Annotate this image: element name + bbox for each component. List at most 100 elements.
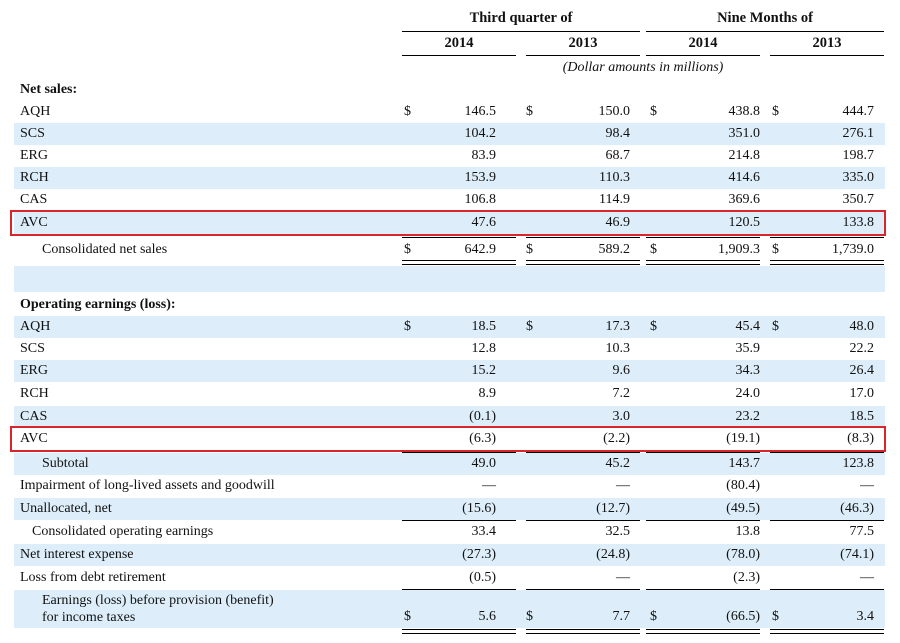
table-row: RCH 153.9 110.3 414.6 335.0 [14,167,885,189]
cell-value: (2.3) [733,570,760,585]
spacer-row [14,266,885,292]
cell-value: 45.2 [605,456,631,471]
cell-value: (66.5) [726,609,760,624]
row-label: ERG [20,148,48,163]
dollar-sign: $ [404,319,411,334]
cell-value: 214.8 [728,148,761,163]
row-label: Impairment of long-lived assets and good… [20,478,275,493]
cell-value: 98.4 [605,126,631,141]
dollar-sign: $ [404,104,411,119]
table-row-highlighted: AVC (6.3) (2.2) (19.1) (8.3) [14,428,885,450]
table-row: SCS 104.2 98.4 351.0 276.1 [14,123,885,145]
cell-value: (6.3) [469,431,496,446]
row-label: Consolidated operating earnings [32,524,214,539]
double-underline [646,629,760,634]
dollar-sign: $ [404,609,411,624]
underline [646,237,760,238]
row-label: Unallocated, net [20,501,112,516]
row-label: SCS [20,126,45,141]
underline [526,237,640,238]
header-rule-2 [646,31,884,32]
cell-value: 68.7 [605,148,631,163]
double-underline [770,260,884,265]
cell-value: (12.7) [596,501,630,516]
cell-value: — [616,478,630,493]
year-rule-4 [770,55,884,56]
underline [770,520,884,521]
cell-value: 350.7 [842,192,875,207]
year-rule-3 [646,55,760,56]
cell-value: 1,739.0 [832,242,874,257]
units-note: (Dollar amounts in millions) [562,60,724,75]
dollar-sign: $ [650,242,657,257]
row-label: RCH [20,386,49,401]
table-row: AQH $ 18.5 $ 17.3 $ 45.4 $ 48.0 [14,316,885,338]
table-row: Loss from debt retirement (0.5) — (2.3) … [14,567,885,589]
cell-value: 18.5 [471,319,497,334]
row-label: Loss from debt retirement [20,570,166,585]
underline [770,237,884,238]
cell-value: 35.9 [735,341,761,356]
cell-value: 9.6 [612,363,631,378]
underline [770,452,884,453]
cell-value: 83.9 [471,148,497,163]
net-sales-heading: Net sales: [20,82,78,97]
cell-value: 120.5 [728,215,761,230]
year-col-1: 2014 [444,35,474,51]
cell-value: 48.0 [849,319,875,334]
table-row: RCH 8.9 7.2 24.0 17.0 [14,383,885,405]
cell-value: 47.6 [471,215,497,230]
cell-value: 146.5 [464,104,497,119]
dollar-sign: $ [404,242,411,257]
cell-value: 32.5 [605,524,631,539]
header-nine-months: Nine Months of [717,10,813,26]
highlight-box-avc-net-sales [10,210,886,236]
cell-value: (19.1) [726,431,760,446]
row-label: AQH [20,319,51,334]
cell-value: — [616,570,630,585]
underline [526,589,640,590]
cell-value: (49.5) [726,501,760,516]
cell-value: 114.9 [599,192,630,207]
cell-value: — [860,570,874,585]
dollar-sign: $ [650,609,657,624]
dollar-sign: $ [526,319,533,334]
cell-value: 3.4 [856,609,875,624]
double-underline [526,629,640,634]
operating-heading: Operating earnings (loss): [20,297,176,312]
cell-value: 104.2 [464,126,497,141]
cell-value: 414.6 [728,170,761,185]
row-label: Subtotal [42,456,89,471]
cell-value: (0.5) [469,570,496,585]
cell-value: 34.3 [735,363,761,378]
double-underline [526,260,640,265]
cell-value: 150.0 [598,104,631,119]
cell-value: (80.4) [726,478,760,493]
cell-value: 49.0 [471,456,497,471]
cell-value: 123.8 [842,456,875,471]
table-row: Impairment of long-lived assets and good… [14,475,885,497]
operating-heading-row: Operating earnings (loss): [14,294,885,316]
double-underline [770,629,884,634]
table-row: CAS (0.1) 3.0 23.2 18.5 [14,406,885,428]
cell-value: 276.1 [842,126,875,141]
year-col-4: 2013 [812,35,842,51]
table-row: SCS 12.8 10.3 35.9 22.2 [14,338,885,360]
cell-value: 143.7 [728,456,761,471]
underline [526,452,640,453]
cell-value: 10.3 [605,341,631,356]
cell-value: 17.0 [849,386,875,401]
dollar-sign: $ [650,319,657,334]
cell-value: 46.9 [605,215,631,230]
cell-value: 12.8 [471,341,497,356]
dollar-sign: $ [772,242,779,257]
cell-value: 18.5 [849,409,875,424]
table-row: ERG 83.9 68.7 214.8 198.7 [14,145,885,167]
cell-value: 7.7 [612,609,631,624]
double-underline [646,260,760,265]
underline [526,520,640,521]
table-row: AQH $ 146.5 $ 150.0 $ 438.8 $ 444.7 [14,101,885,123]
dollar-sign: $ [526,609,533,624]
cell-value: 3.0 [612,409,631,424]
cell-value: 642.9 [464,242,497,257]
